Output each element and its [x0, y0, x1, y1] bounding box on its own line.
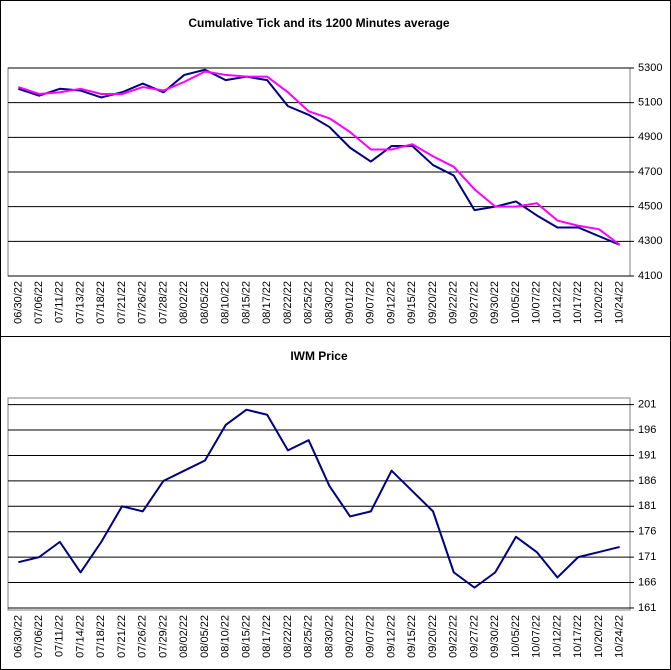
x-tick-label: 09/07/22 — [365, 281, 377, 324]
x-tick-label: 10/17/22 — [572, 615, 584, 658]
x-tick-label: 08/22/22 — [282, 281, 294, 324]
x-tick-label: 08/17/22 — [261, 615, 273, 658]
x-tick-label: 10/24/22 — [614, 615, 626, 658]
x-tick-label: 06/30/22 — [12, 615, 24, 658]
y-tick-label: 171 — [638, 551, 656, 563]
x-tick-label: 09/15/22 — [406, 615, 418, 658]
x-tick-label: 09/07/22 — [365, 615, 377, 658]
x-tick-label: 08/05/22 — [199, 615, 211, 658]
x-tick-label: 07/28/22 — [157, 281, 169, 324]
y-tick-label: 5100 — [638, 97, 662, 109]
x-tick-label: 09/22/22 — [448, 281, 460, 324]
x-tick-label: 08/30/22 — [323, 615, 335, 658]
x-tick-label: 07/14/22 — [74, 615, 86, 658]
x-tick-label: 07/26/22 — [137, 615, 149, 658]
y-tick-label: 201 — [638, 399, 656, 411]
x-tick-label: 09/30/22 — [489, 281, 501, 324]
x-tick-label: 07/06/22 — [33, 281, 45, 324]
x-tick-label: 07/13/22 — [74, 281, 86, 324]
y-tick-label: 5300 — [638, 62, 662, 74]
x-tick-label: 07/11/22 — [54, 281, 66, 323]
x-tick-label: 08/25/22 — [303, 281, 315, 324]
x-tick-label: 10/17/22 — [572, 281, 584, 324]
x-tick-label: 08/02/22 — [178, 615, 190, 658]
y-tick-label: 4700 — [638, 166, 662, 178]
x-tick-label: 10/07/22 — [531, 281, 543, 324]
x-tick-label: 10/12/22 — [551, 615, 563, 658]
x-tick-label: 10/05/22 — [510, 615, 522, 658]
y-tick-label: 186 — [638, 475, 656, 487]
chart-title: IWM Price — [290, 349, 348, 363]
plot-area — [7, 397, 631, 611]
x-tick-label: 09/12/22 — [385, 615, 397, 658]
x-tick-label: 08/17/22 — [261, 281, 273, 324]
y-tick-label: 4900 — [638, 131, 662, 143]
x-tick-label: 10/12/22 — [551, 281, 563, 324]
y-tick-label: 166 — [638, 576, 656, 588]
chart-title: Cumulative Tick and its 1200 Minutes ave… — [188, 16, 450, 30]
x-tick-label: 08/22/22 — [282, 615, 294, 658]
x-tick-label: 08/05/22 — [199, 281, 211, 324]
x-tick-label: 07/18/22 — [95, 281, 107, 324]
x-tick-label: 08/15/22 — [240, 615, 252, 658]
x-tick-label: 07/18/22 — [95, 615, 107, 658]
y-tick-label: 196 — [638, 424, 656, 436]
x-tick-label: 08/15/22 — [240, 281, 252, 324]
x-tick-label: 08/10/22 — [220, 281, 232, 324]
x-tick-label: 07/21/22 — [116, 615, 128, 658]
y-tick-label: 176 — [638, 526, 656, 538]
x-tick-label: 07/11/22 — [54, 615, 66, 657]
x-tick-label: 09/27/22 — [468, 615, 480, 658]
y-tick-label: 161 — [638, 602, 656, 614]
x-tick-label: 08/02/22 — [178, 281, 190, 324]
y-tick-label: 4100 — [638, 270, 662, 282]
y-tick-label: 181 — [638, 500, 656, 512]
x-tick-label: 10/20/22 — [593, 281, 605, 324]
x-tick-label: 09/22/22 — [448, 615, 460, 658]
x-tick-label: 07/29/22 — [157, 615, 169, 658]
x-tick-label: 09/01/22 — [344, 281, 356, 324]
x-tick-label: 10/24/22 — [614, 281, 626, 324]
x-tick-label: 08/10/22 — [220, 615, 232, 658]
x-tick-label: 09/20/22 — [427, 615, 439, 658]
x-tick-label: 09/15/22 — [406, 281, 418, 324]
x-tick-label: 10/20/22 — [593, 615, 605, 658]
y-tick-label: 4500 — [638, 201, 662, 213]
x-tick-label: 09/27/22 — [468, 281, 480, 324]
x-tick-label: 09/02/22 — [344, 615, 356, 658]
data-line — [18, 70, 621, 246]
x-tick-label: 06/30/22 — [12, 281, 24, 324]
y-tick-label: 191 — [638, 449, 656, 461]
data-line — [18, 408, 620, 589]
x-tick-label: 07/26/22 — [137, 281, 149, 324]
x-tick-label: 09/30/22 — [489, 615, 501, 658]
x-tick-label: 10/07/22 — [531, 615, 543, 658]
x-tick-label: 09/20/22 — [427, 281, 439, 324]
x-tick-label: 07/21/22 — [116, 281, 128, 324]
x-tick-label: 10/05/22 — [510, 281, 522, 324]
y-tick-label: 4300 — [638, 235, 662, 247]
x-tick-label: 09/12/22 — [385, 281, 397, 324]
x-tick-label: 08/30/22 — [323, 281, 335, 324]
x-tick-label: 07/06/22 — [33, 615, 45, 658]
x-tick-label: 08/25/22 — [303, 615, 315, 658]
